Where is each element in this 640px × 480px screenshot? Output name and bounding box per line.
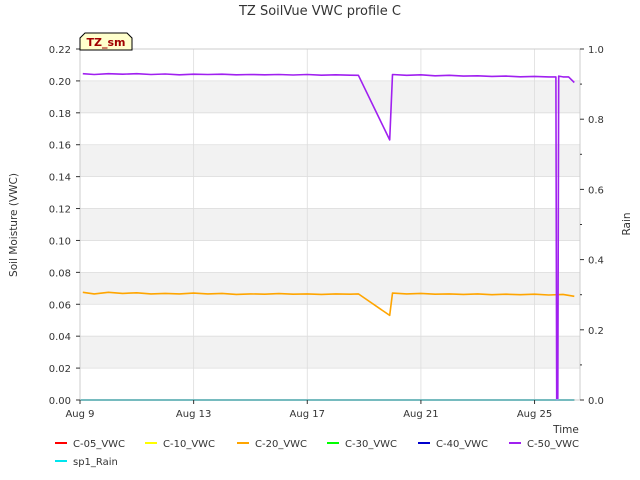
y-tick-label: 0.12 bbox=[49, 205, 71, 216]
y2-tick-label: 0.6 bbox=[588, 185, 604, 196]
y-tick-label: 0.20 bbox=[49, 77, 71, 88]
y-tick-label: 0.04 bbox=[49, 332, 71, 343]
legend: C-05_VWC C-10_VWC C-20_VWC C-30_VWC C-40_VWC… bbox=[55, 439, 579, 468]
y-tick-label: 0.08 bbox=[49, 268, 71, 279]
y2-axis-label: Rain bbox=[621, 212, 633, 235]
plot-band bbox=[80, 144, 580, 177]
series-line-c-20-vwc bbox=[82, 291, 575, 317]
axes: 0.00 0.02 0.04 0.06 0.08 0.10 0.12 0.14 0.16 0.18… bbox=[49, 45, 604, 420]
y-tick-label: 0.06 bbox=[49, 300, 71, 311]
x-tick-label: Aug 9 bbox=[65, 409, 94, 420]
grid bbox=[79, 48, 580, 401]
y-axis-label: Soil Moisture (VWC) bbox=[8, 173, 20, 277]
y2-tick-label: 0.2 bbox=[588, 326, 604, 337]
x-tick-label: Aug 21 bbox=[403, 409, 438, 420]
plot-band bbox=[80, 80, 580, 113]
y2-tick-label: 0.4 bbox=[588, 256, 604, 267]
y2-tick-label: 0.8 bbox=[588, 115, 604, 126]
y2-tick-label: 1.0 bbox=[588, 45, 604, 56]
legend-item-c-20-vwc: C-20_VWC bbox=[237, 439, 307, 450]
y-tick-label: 0.02 bbox=[49, 364, 71, 375]
badge: TZ_sm bbox=[79, 32, 133, 51]
legend-label: C-40_VWC bbox=[436, 439, 488, 450]
plot-band bbox=[80, 336, 580, 369]
plot-band bbox=[80, 176, 580, 209]
plot-background bbox=[80, 49, 580, 400]
legend-label: C-50_VWC bbox=[527, 439, 579, 450]
legend-item-c-10-vwc: C-10_VWC bbox=[145, 439, 215, 450]
x-tick-label: Aug 13 bbox=[176, 409, 211, 420]
x-tick-label: Aug 25 bbox=[517, 409, 552, 420]
y-tick-label: 0.10 bbox=[49, 236, 71, 247]
plot-band bbox=[80, 112, 580, 145]
y-tick-label: 0.16 bbox=[49, 141, 71, 152]
legend-label: sp1_Rain bbox=[73, 457, 118, 468]
legend-label: C-05_VWC bbox=[73, 439, 125, 450]
legend-label: C-30_VWC bbox=[345, 439, 397, 450]
legend-label: C-20_VWC bbox=[255, 439, 307, 450]
plot-band bbox=[80, 272, 580, 305]
legend-item-c-50-vwc: C-50_VWC bbox=[509, 439, 579, 450]
chart-title: TZ SoilVue VWC profile C bbox=[238, 4, 401, 19]
badge-box bbox=[79, 32, 133, 51]
plot-band bbox=[80, 368, 580, 400]
x-tick-label: Aug 17 bbox=[290, 409, 325, 420]
legend-item-sp1-rain: sp1_Rain bbox=[55, 457, 118, 468]
y-tick-label: 0.18 bbox=[49, 109, 71, 120]
badge-text: TZ_sm bbox=[87, 36, 126, 49]
y-tick-label: 0.14 bbox=[49, 173, 71, 184]
legend-label: C-10_VWC bbox=[163, 439, 215, 450]
y-tick-label: 0.22 bbox=[49, 45, 71, 56]
plot-band bbox=[80, 304, 580, 337]
x-axis-label: Time bbox=[552, 424, 579, 436]
legend-item-c-40-vwc: C-40_VWC bbox=[418, 439, 488, 450]
series-line-c-50-vwc bbox=[82, 72, 575, 401]
y2-tick-label: 0.0 bbox=[588, 396, 604, 407]
legend-item-c-30-vwc: C-30_VWC bbox=[327, 439, 397, 450]
legend-item-c-05-vwc: C-05_VWC bbox=[55, 439, 125, 450]
y-tick-label: 0.00 bbox=[49, 396, 71, 407]
plot-band bbox=[80, 208, 580, 241]
plot-band bbox=[80, 240, 580, 273]
